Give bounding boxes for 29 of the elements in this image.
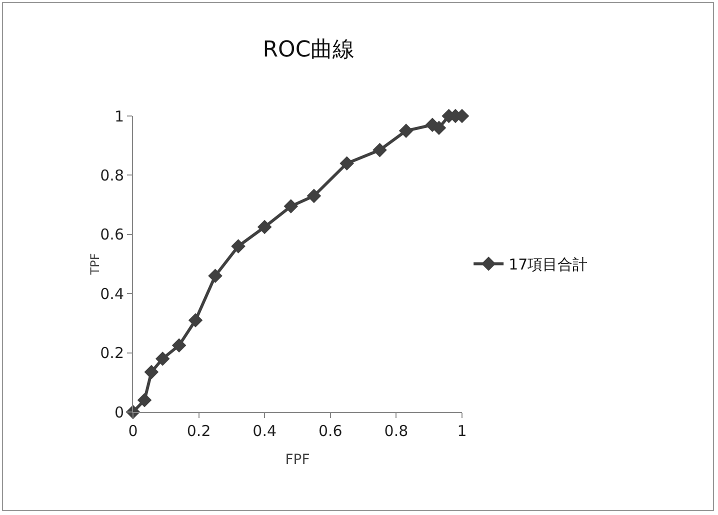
x-tick-label: 0.2 [186,422,211,440]
point [306,188,322,204]
chart-title: ROC曲線 [262,38,355,63]
y-tick-label: 0.6 [100,226,124,244]
point [208,268,222,283]
x-tick-label: 0.6 [318,422,342,440]
y-tick-label: 0.4 [100,284,124,303]
point [340,156,354,171]
x-tick-label: 0 [128,422,138,440]
point [257,220,272,234]
x-axis-title: FPF [285,452,310,468]
point [231,239,246,254]
point [188,313,203,328]
point [172,338,186,353]
point [155,352,170,366]
point [144,364,159,380]
point [372,142,387,158]
point [284,199,298,214]
legend-label: 17項目合計 [508,256,588,274]
x-tick-label: 1 [457,422,467,440]
point [398,124,414,138]
x-tick-label: 0.4 [252,422,277,440]
x-tick-label: 0.8 [384,422,408,440]
y-tick-label: 0.2 [100,344,124,362]
y-tick-label: 0.8 [100,166,124,184]
y-tick-label: 0 [114,403,124,422]
y-tick-label: 1 [114,107,124,126]
point [137,393,152,408]
y-axis-title: TPF [88,253,102,276]
